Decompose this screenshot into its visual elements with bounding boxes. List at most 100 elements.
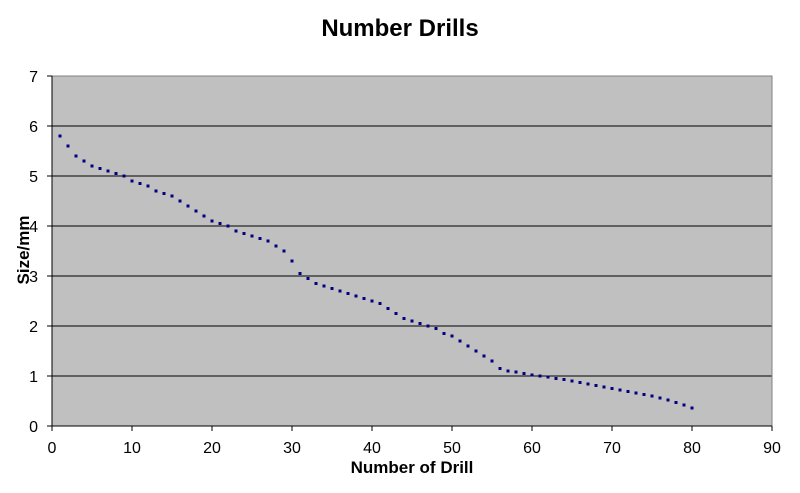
y-tick-label: 6 bbox=[29, 119, 38, 136]
data-point bbox=[354, 294, 358, 298]
data-point bbox=[394, 312, 398, 315]
data-point bbox=[282, 249, 286, 253]
plot-area bbox=[52, 76, 772, 426]
data-point bbox=[450, 334, 454, 338]
data-point bbox=[682, 403, 686, 407]
data-point bbox=[266, 239, 270, 243]
data-point bbox=[426, 324, 430, 328]
data-point bbox=[522, 372, 526, 375]
data-point bbox=[514, 370, 518, 374]
data-point bbox=[578, 381, 582, 384]
data-point bbox=[466, 344, 470, 348]
data-point bbox=[306, 277, 310, 280]
y-tick-label: 1 bbox=[29, 369, 38, 386]
data-point bbox=[114, 172, 118, 175]
data-point bbox=[138, 182, 142, 185]
data-point bbox=[530, 373, 534, 377]
data-point bbox=[226, 224, 230, 228]
data-point bbox=[178, 199, 182, 203]
x-tick-label: 20 bbox=[203, 440, 221, 457]
x-tick-label: 90 bbox=[763, 440, 781, 457]
y-tick-label: 5 bbox=[29, 169, 38, 186]
data-point bbox=[98, 167, 102, 170]
x-tick-label: 80 bbox=[683, 440, 701, 457]
data-point bbox=[162, 192, 166, 195]
y-tick-label: 7 bbox=[29, 69, 38, 86]
data-point bbox=[474, 349, 478, 353]
data-point bbox=[90, 164, 94, 168]
y-tick-label: 0 bbox=[29, 419, 38, 436]
data-point bbox=[154, 189, 158, 193]
data-point bbox=[338, 289, 342, 293]
data-point bbox=[258, 237, 262, 240]
data-point bbox=[506, 369, 510, 373]
data-point bbox=[586, 382, 590, 386]
data-point bbox=[658, 396, 662, 400]
data-point bbox=[290, 259, 294, 263]
data-point bbox=[234, 229, 238, 233]
data-point bbox=[642, 393, 646, 396]
x-tick-label: 60 bbox=[523, 440, 541, 457]
y-tick-label: 2 bbox=[29, 319, 38, 336]
x-tick-label: 10 bbox=[123, 440, 141, 457]
data-point bbox=[650, 394, 654, 398]
data-point bbox=[626, 390, 630, 393]
data-point bbox=[546, 375, 550, 379]
y-tick-label: 4 bbox=[29, 219, 38, 236]
data-point bbox=[458, 339, 462, 343]
data-point bbox=[442, 332, 446, 335]
data-point bbox=[130, 179, 134, 183]
x-tick-label: 50 bbox=[443, 440, 461, 457]
data-point bbox=[274, 244, 278, 248]
data-point bbox=[66, 144, 70, 148]
data-point bbox=[370, 299, 374, 303]
x-tick-label: 30 bbox=[283, 440, 301, 457]
data-point bbox=[634, 391, 638, 395]
data-point bbox=[330, 287, 334, 290]
data-point bbox=[562, 378, 566, 381]
y-tick-label: 3 bbox=[29, 269, 38, 286]
data-point bbox=[186, 204, 190, 208]
data-point bbox=[250, 234, 254, 238]
data-point bbox=[122, 174, 126, 178]
data-point bbox=[74, 154, 78, 158]
data-point bbox=[194, 209, 198, 213]
x-tick-label: 40 bbox=[363, 440, 381, 457]
data-point bbox=[210, 219, 214, 223]
data-point bbox=[218, 222, 222, 225]
x-tick-label: 0 bbox=[48, 440, 57, 457]
data-point bbox=[146, 184, 150, 188]
data-point bbox=[490, 359, 494, 363]
data-point bbox=[346, 292, 350, 295]
chart-title: Number Drills bbox=[321, 15, 479, 42]
data-point bbox=[618, 388, 622, 392]
data-point bbox=[498, 367, 502, 370]
data-point bbox=[106, 169, 110, 173]
data-point bbox=[410, 319, 414, 323]
data-point bbox=[690, 406, 694, 410]
data-point bbox=[58, 134, 62, 138]
data-point bbox=[418, 322, 422, 325]
data-point bbox=[602, 385, 606, 389]
data-point bbox=[378, 302, 382, 305]
data-point bbox=[322, 284, 326, 288]
data-point bbox=[482, 354, 486, 358]
y-axis-label: Size/mm bbox=[14, 215, 33, 285]
data-point bbox=[314, 282, 318, 285]
x-tick-label: 70 bbox=[603, 440, 621, 457]
x-axis-label: Number of Drill bbox=[350, 458, 474, 477]
data-point bbox=[666, 398, 670, 402]
data-point bbox=[674, 401, 678, 404]
data-point bbox=[362, 297, 366, 300]
data-point bbox=[570, 379, 574, 383]
data-point bbox=[386, 307, 390, 310]
data-point bbox=[434, 327, 438, 330]
data-point bbox=[202, 214, 206, 218]
data-point bbox=[242, 232, 246, 235]
data-point bbox=[594, 384, 598, 387]
data-point bbox=[298, 272, 302, 275]
data-point bbox=[170, 194, 174, 198]
data-point bbox=[402, 317, 406, 320]
